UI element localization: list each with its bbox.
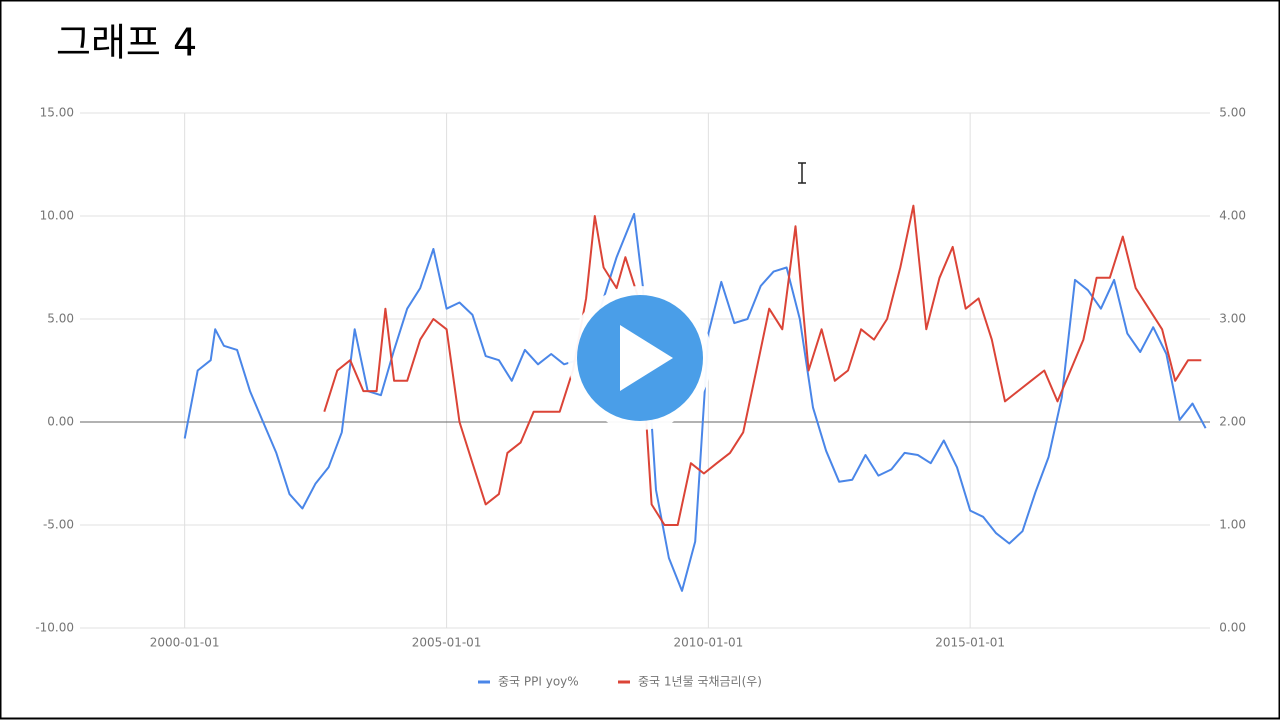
- series-line: [323, 204, 1202, 526]
- y2-tick-label: 1.00: [1219, 518, 1246, 532]
- y-tick-label: 10.00: [40, 209, 74, 223]
- y-tick-label: -5.00: [43, 518, 74, 532]
- y-tick-label: -10.00: [35, 621, 74, 635]
- x-tick-label: 2010-01-01: [673, 636, 743, 650]
- y2-tick-label: 4.00: [1219, 209, 1246, 223]
- y-tick-label: 5.00: [47, 312, 74, 326]
- y2-tick-label: 5.00: [1219, 106, 1246, 120]
- x-tick-label: 2000-01-01: [150, 636, 220, 650]
- play-icon[interactable]: [620, 325, 673, 391]
- legend-label: 중국 PPI yoy%: [498, 675, 579, 689]
- y-tick-label: 15.00: [40, 106, 74, 120]
- play-button[interactable]: [568, 286, 712, 430]
- text-cursor: [798, 162, 806, 184]
- y2-tick-label: 3.00: [1219, 312, 1246, 326]
- y2-tick-label: 0.00: [1219, 621, 1246, 635]
- chart-title: 그래프 4: [56, 21, 197, 65]
- series-line: [183, 212, 1207, 592]
- legend-label: 중국 1년물 국채금리(우): [638, 675, 762, 689]
- x-tick-label: 2005-01-01: [412, 636, 482, 650]
- y2-tick-label: 2.00: [1219, 415, 1246, 429]
- y-tick-label: 0.00: [47, 415, 74, 429]
- x-tick-label: 2015-01-01: [935, 636, 1005, 650]
